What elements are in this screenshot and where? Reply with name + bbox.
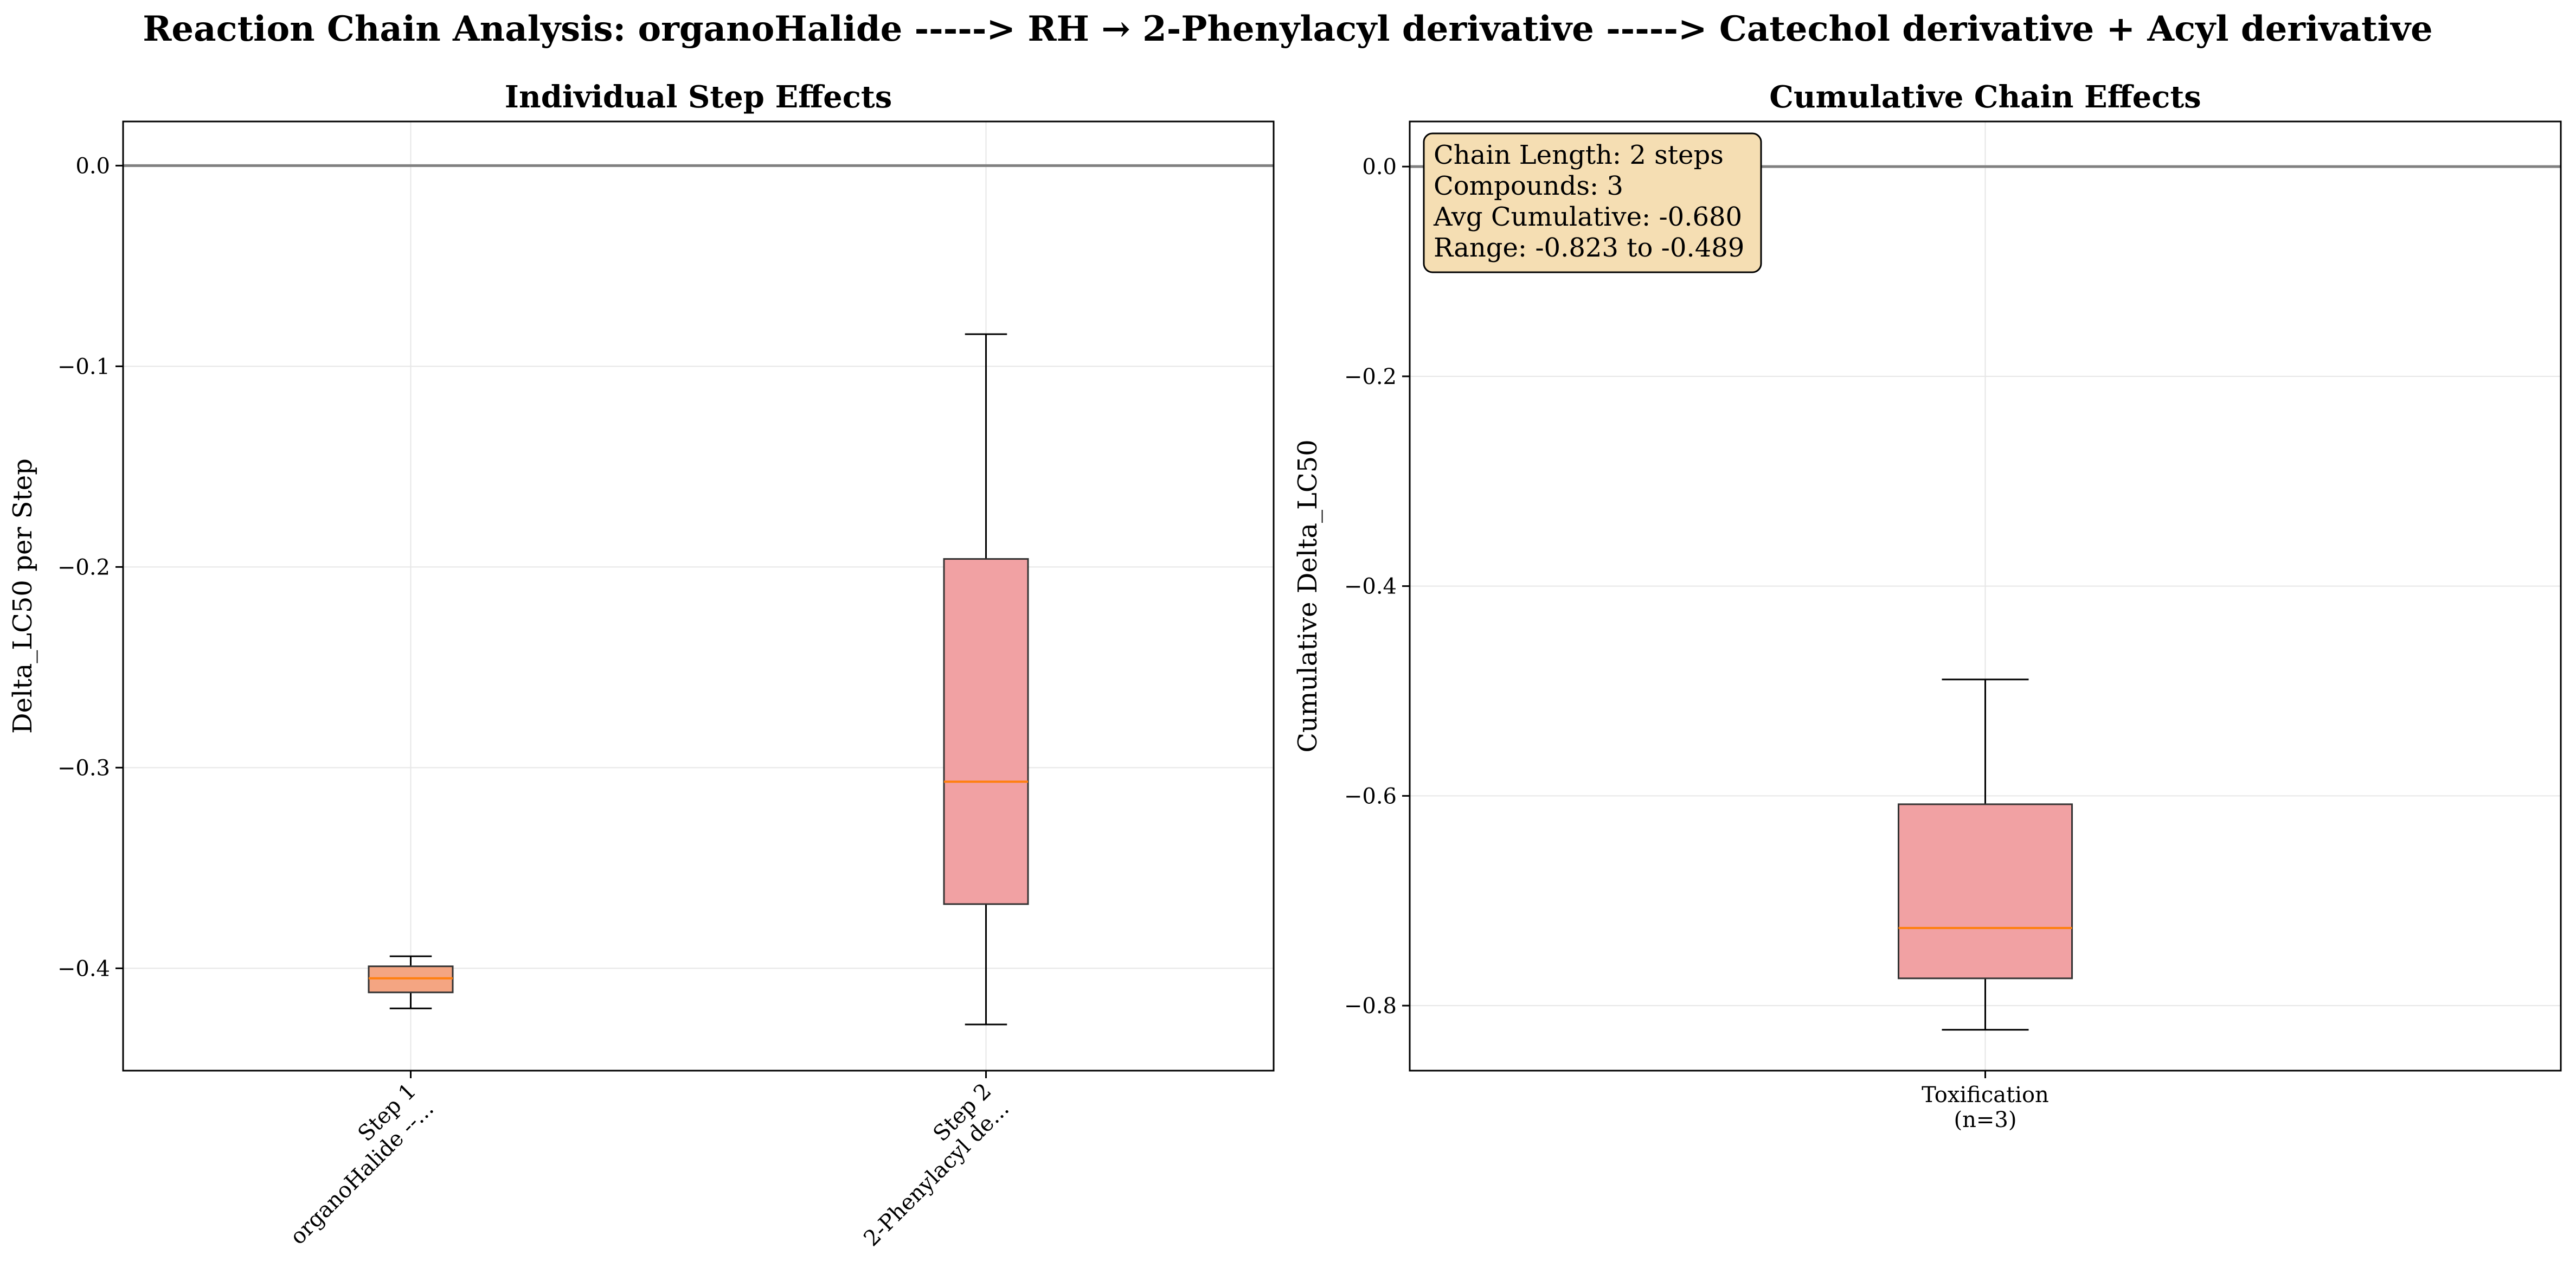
stats-annotation-line: Avg Cumulative: -0.680: [1433, 202, 1742, 232]
y-tick-label: −0.1: [57, 354, 110, 379]
y-axis-label: Cumulative Delta_LC50: [1293, 439, 1323, 752]
axes-title: Cumulative Chain Effects: [1769, 79, 2201, 115]
y-tick-label: 0.0: [1362, 155, 1397, 180]
axes-title: Individual Step Effects: [505, 79, 892, 115]
iqr-box: [943, 558, 1029, 905]
stats-annotation-line: Compounds: 3: [1434, 171, 1623, 201]
iqr-box: [1898, 803, 2073, 980]
y-tick-label: −0.2: [57, 555, 110, 580]
y-tick-label: −0.2: [1344, 364, 1397, 389]
stats-annotation-box: [1423, 132, 1762, 273]
figure-suptitle: Reaction Chain Analysis: organoHalide --…: [143, 9, 2433, 49]
x-tick-label-line1: Toxification: [1922, 1083, 2049, 1108]
y-tick-label: −0.3: [57, 756, 110, 780]
y-tick-label: −0.4: [1344, 574, 1397, 599]
cumulative-chain-effects-panel: 0.0 −0.2 −0.4 −0.6 −0.8 Toxification(n=3) Cumu…: [1293, 79, 2562, 1132]
stats-annotation-line: Range: -0.823 to -0.489: [1434, 233, 1744, 263]
y-tick-label: −0.6: [1344, 784, 1397, 809]
y-tick-label: −0.8: [1344, 994, 1397, 1019]
stats-annotation-line: Chain Length: 2 steps: [1434, 140, 1724, 170]
y-tick-label: −0.4: [57, 956, 110, 981]
x-tick-label-line2: (n=3): [1954, 1108, 2017, 1132]
y-tick-label: 0.0: [75, 153, 110, 178]
y-axis-label: Delta_LC50 per Step: [8, 458, 38, 734]
axes-frame: [122, 120, 1275, 1072]
